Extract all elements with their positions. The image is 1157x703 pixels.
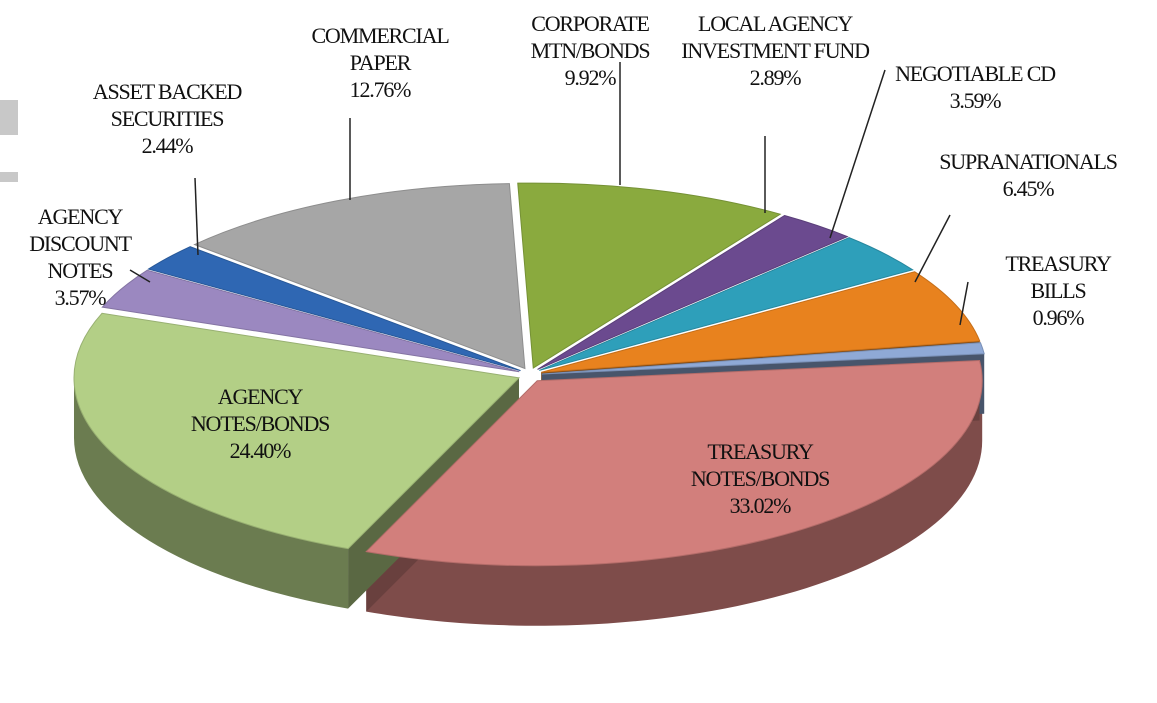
leader-line: [194, 177, 199, 256]
slice-value: 2.44%: [141, 133, 194, 158]
slice-name: AGENCY NOTES/BONDS: [190, 384, 331, 436]
slice-name: AGENCY DISCOUNT NOTES: [29, 204, 132, 283]
leader-line: [914, 214, 951, 283]
leader-line: [829, 69, 886, 239]
slice-name: COMMERCIAL PAPER: [311, 23, 449, 75]
slice-name: CORPORATE MTN/BONDS: [530, 11, 651, 63]
slice: [541, 342, 985, 375]
slice-name: LOCAL AGENCY INVESTMENT FUND: [681, 11, 870, 63]
data-label: TREASURY NOTES/BONDS 33.02%: [660, 438, 860, 519]
slice-value: 3.59%: [949, 88, 1002, 113]
slice-value: 3.57%: [54, 285, 107, 310]
slice-value: 0.96%: [1032, 305, 1085, 330]
slice-name: TREASURY BILLS: [1005, 251, 1112, 303]
slice-value: 2.89%: [749, 65, 802, 90]
slice-name: ASSET BACKED SECURITIES: [92, 79, 243, 131]
slice: [517, 182, 782, 369]
slice-name: SUPRANATIONALS: [939, 149, 1118, 174]
slice: [101, 269, 520, 373]
slice-value: 33.02%: [729, 493, 792, 518]
decoration: [0, 100, 18, 135]
slice: [147, 246, 521, 372]
data-label: AGENCY DISCOUNT NOTES 3.57%: [15, 203, 145, 311]
slice: [539, 237, 914, 371]
slice-side: [366, 380, 983, 626]
slice: [537, 214, 849, 370]
data-label: NEGOTIABLE CD 3.59%: [880, 60, 1070, 114]
slice-value: 12.76%: [349, 77, 412, 102]
leader-line: [129, 269, 151, 283]
slice-name: TREASURY NOTES/BONDS: [690, 439, 831, 491]
slice-name: NEGOTIABLE CD: [895, 61, 1056, 86]
decoration: [0, 172, 18, 182]
slice: [365, 359, 983, 567]
slice-value: 9.92%: [564, 65, 617, 90]
slice: [193, 183, 526, 370]
slice-side: [73, 377, 349, 609]
data-label: SUPRANATIONALS 6.45%: [903, 148, 1153, 202]
slice: [73, 312, 521, 550]
data-label: CORPORATE MTN/BONDS 9.92%: [510, 10, 670, 91]
slice-value: 6.45%: [1002, 176, 1055, 201]
data-label: TREASURY BILLS 0.96%: [983, 250, 1133, 331]
data-label: COMMERCIAL PAPER 12.76%: [295, 22, 465, 103]
data-label: ASSET BACKED SECURITIES 2.44%: [67, 78, 267, 159]
data-label: LOCAL AGENCY INVESTMENT FUND 2.89%: [675, 10, 875, 91]
leader-line: [959, 281, 969, 326]
slice-value: 24.40%: [229, 438, 292, 463]
data-label: AGENCY NOTES/BONDS 24.40%: [160, 383, 360, 464]
